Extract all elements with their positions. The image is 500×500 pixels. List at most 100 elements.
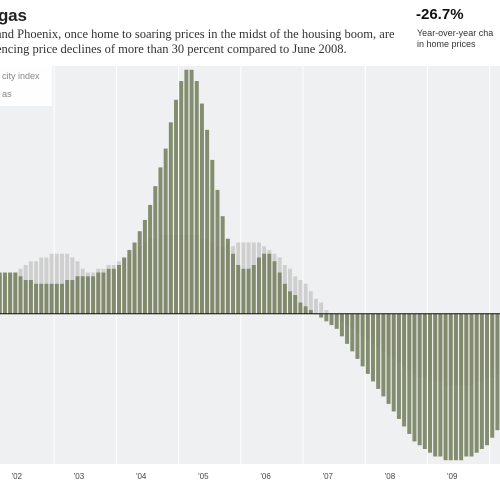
- background-bar: [293, 276, 298, 314]
- data-bar: [39, 283, 44, 314]
- data-bar: [396, 313, 401, 419]
- legend-box: [0, 66, 52, 106]
- data-bar: [485, 313, 490, 446]
- background-bar: [303, 283, 308, 314]
- description-line-2: encing price declines of more than 30 pe…: [0, 42, 347, 56]
- data-bar: [303, 306, 308, 314]
- data-bar: [142, 219, 147, 314]
- data-bar: [44, 283, 49, 314]
- data-bar: [0, 272, 2, 314]
- data-bar: [117, 265, 121, 314]
- stat-label: Year-over-year cha in home prices: [417, 28, 500, 49]
- x-axis-ticks: '02 '03 '04 '05 '06 '07 '08 '09: [12, 472, 458, 481]
- data-bar: [215, 189, 220, 314]
- data-bar: [49, 283, 54, 314]
- data-bar: [381, 313, 386, 397]
- data-bar: [433, 313, 438, 457]
- data-bar: [28, 280, 33, 314]
- data-bar: [8, 272, 13, 314]
- stat-label-line-2: in home prices: [417, 38, 476, 49]
- background-bar: [308, 291, 313, 314]
- data-bar: [101, 272, 106, 314]
- x-tick-label: '06: [260, 472, 271, 481]
- background-bar: [313, 298, 318, 314]
- data-bar: [412, 313, 417, 442]
- background-bar: [288, 268, 293, 314]
- data-bar: [267, 253, 272, 314]
- x-tick-label: '02: [12, 472, 23, 481]
- data-bar: [18, 276, 23, 314]
- legend-item-city-index: city index: [2, 71, 40, 81]
- data-bar: [272, 261, 277, 314]
- data-bar: [376, 313, 381, 389]
- x-tick-label: '07: [323, 472, 334, 481]
- data-bar: [199, 103, 204, 314]
- data-bar: [469, 313, 474, 457]
- data-bar: [85, 276, 90, 314]
- legend: city index as: [0, 66, 52, 106]
- foreground-series: [0, 69, 500, 461]
- data-bar: [288, 291, 293, 314]
- stat-label-line-1: Year-over-year cha: [417, 28, 494, 38]
- data-bar: [474, 313, 479, 453]
- data-bar: [59, 283, 64, 314]
- data-bar: [324, 313, 329, 322]
- data-bar: [334, 313, 339, 329]
- description-line-1: and Phoenix, once home to soaring prices…: [0, 27, 395, 41]
- data-bar: [402, 313, 407, 427]
- chart-title: gas: [0, 6, 27, 25]
- data-bar: [158, 167, 163, 314]
- data-bar: [106, 268, 111, 314]
- data-bar: [355, 313, 360, 359]
- data-bar: [490, 313, 495, 438]
- data-bar: [386, 313, 391, 404]
- legend-item-series: as: [2, 89, 12, 99]
- data-bar: [96, 272, 101, 314]
- data-bar: [236, 265, 241, 314]
- data-bar: [127, 249, 132, 314]
- data-bar: [438, 313, 443, 457]
- data-bar: [174, 99, 179, 314]
- data-bar: [459, 313, 464, 461]
- gridlines: [53, 66, 491, 464]
- data-bar: [70, 280, 75, 314]
- bar-chart: city index as '02 '03 '04 '05 '06 '07 '08 '09: [0, 66, 500, 481]
- data-bar: [168, 122, 173, 314]
- data-bar: [2, 272, 7, 314]
- background-bar: [324, 310, 329, 314]
- data-bar: [122, 257, 127, 314]
- x-tick-label: '09: [447, 472, 458, 481]
- data-bar: [13, 272, 18, 314]
- data-bar: [293, 295, 298, 314]
- data-bar: [220, 216, 225, 314]
- data-bar: [153, 186, 158, 314]
- data-bar: [350, 313, 355, 352]
- data-bar: [23, 280, 28, 314]
- data-bar: [179, 81, 184, 314]
- chart-description: and Phoenix, once home to soaring prices…: [0, 27, 406, 57]
- data-bar: [251, 265, 256, 314]
- data-bar: [246, 268, 251, 314]
- data-bar: [345, 313, 350, 344]
- data-bar: [262, 253, 267, 314]
- data-bar: [137, 231, 142, 314]
- data-bar: [132, 242, 137, 314]
- data-bar: [407, 313, 412, 434]
- x-tick-label: '03: [74, 472, 85, 481]
- data-bar: [391, 313, 396, 412]
- data-bar: [194, 81, 199, 314]
- data-bar: [80, 276, 85, 314]
- data-bar: [163, 148, 168, 314]
- data-bar: [365, 313, 370, 374]
- data-bar: [448, 313, 453, 461]
- stat-value: -26.7%: [416, 6, 464, 23]
- x-tick-label: '08: [385, 472, 396, 481]
- data-bar: [464, 313, 469, 457]
- data-bar: [241, 268, 246, 314]
- data-bar: [495, 313, 500, 431]
- data-bar: [308, 310, 313, 314]
- data-bar: [453, 313, 458, 461]
- data-bar: [277, 272, 282, 314]
- data-bar: [417, 313, 422, 446]
- data-bar: [34, 283, 39, 314]
